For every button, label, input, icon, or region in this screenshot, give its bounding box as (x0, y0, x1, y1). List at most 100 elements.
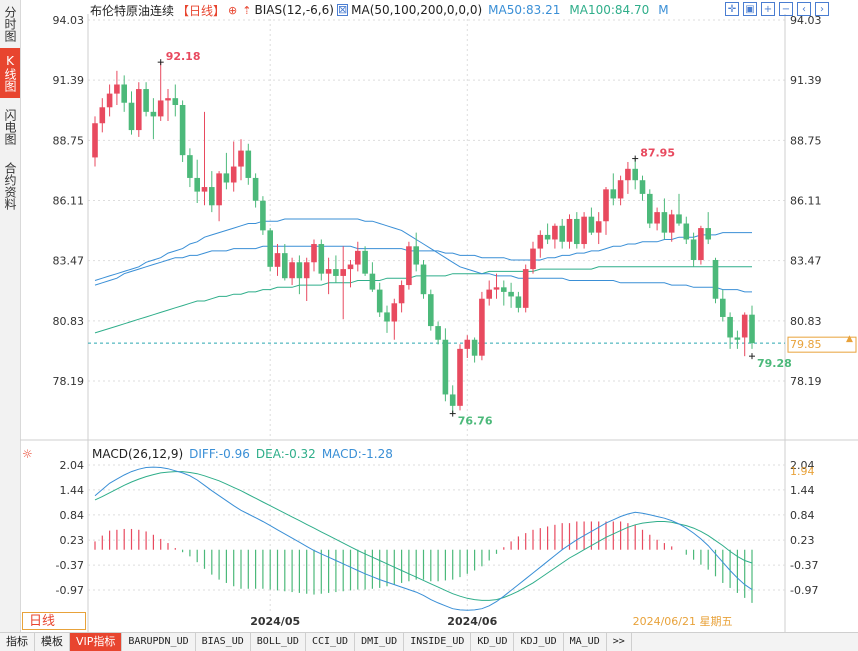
price-marker-icon: ▲ (846, 334, 853, 344)
macd-diff-value: DIFF:-0.96 (189, 447, 250, 461)
candle (406, 246, 412, 286)
instrument-title: 布伦特原油连续 (90, 3, 175, 18)
candle (282, 253, 288, 279)
candle (727, 316, 733, 338)
candle (734, 337, 741, 340)
tab-inside[interactable]: INSIDE_UD (404, 633, 472, 651)
tab-vip-indicator[interactable]: VIP指标 (70, 633, 123, 651)
candle (720, 298, 726, 317)
tab-kline[interactable]: K线图 (0, 48, 20, 98)
indicator-icon[interactable]: ⇡ (242, 3, 252, 17)
candle (114, 84, 120, 94)
candle (194, 177, 200, 192)
pan-left-icon[interactable]: ‹ (797, 2, 811, 16)
candle (610, 189, 617, 199)
macd-macd-value: MACD:-1.28 (321, 447, 393, 461)
pan-right-icon[interactable]: › (815, 2, 829, 16)
tab-dmi[interactable]: DMI_UD (355, 633, 405, 651)
period-selector[interactable]: 日线 (22, 612, 86, 630)
ma-icon[interactable]: ⊠ (336, 3, 349, 16)
bias-label[interactable]: BIAS(12,-6,6) (254, 3, 334, 17)
macd-label[interactable]: MACD(26,12,9) (92, 447, 184, 461)
tab-kd[interactable]: KD_UD (471, 633, 515, 651)
tab-cci[interactable]: CCI_UD (306, 633, 356, 651)
settings-icon[interactable]: ⊕ (228, 3, 238, 17)
candle (501, 287, 507, 292)
zoom-out-icon[interactable]: − (779, 2, 793, 16)
ma-label[interactable]: MA(50,100,200,0,0,0) (351, 3, 483, 17)
tab-boll[interactable]: BOLL_UD (251, 633, 306, 651)
candle (391, 303, 398, 322)
tab-timeshare[interactable]: 分时图 (3, 6, 17, 42)
date-label: 2024/06/21 星期五 (633, 615, 733, 628)
candle (479, 298, 485, 356)
macd-tick-left: 0.84 (60, 509, 85, 522)
price-tick-right: 86.11 (790, 195, 822, 208)
date-label: 2024/05 (250, 615, 300, 628)
tab-indicator[interactable]: 指标 (0, 633, 35, 651)
ma50-value: MA50:83.21 (488, 3, 561, 17)
macd-dea-line (94, 471, 753, 601)
extreme-label: 76.76 (458, 415, 493, 428)
tab-ma[interactable]: MA_UD (564, 633, 607, 651)
crosshair-icon[interactable]: ✛ (725, 2, 739, 16)
period-label: 【日线】 (177, 3, 226, 18)
candle (238, 150, 244, 167)
candle (676, 214, 682, 224)
tab-template[interactable]: 模板 (35, 633, 70, 651)
candle (603, 189, 609, 222)
macd-tick-right: -0.97 (790, 584, 818, 597)
candle (165, 98, 171, 101)
candle (245, 150, 252, 178)
candle (625, 168, 631, 181)
current-price-box (787, 336, 857, 353)
candle (632, 168, 638, 181)
tab-more[interactable]: >> (607, 633, 632, 651)
candle (683, 223, 690, 240)
ma-extra-line (94, 218, 752, 293)
current-price-label: 79.85 (790, 338, 822, 351)
macd-right-marker: 1.94 (790, 465, 815, 478)
candle (333, 269, 339, 276)
macd-header: ☼ MACD(26,12,9) DIFF:-0.96 DEA:-0.32 MAC… (22, 446, 393, 462)
candle (289, 262, 295, 279)
candle (267, 230, 273, 267)
tab-contract-info[interactable]: 合约资料 (3, 162, 17, 210)
price-tick-right: 78.19 (790, 375, 822, 388)
candle (544, 234, 551, 240)
candle (340, 269, 346, 276)
candle (574, 218, 580, 245)
tab-barupdn[interactable]: BARUPDN_UD (122, 633, 196, 651)
candle (384, 312, 390, 322)
candle (216, 173, 222, 206)
candle (522, 269, 529, 308)
zoom-in-icon[interactable]: + (761, 2, 775, 16)
candle (136, 89, 142, 131)
extreme-label: 92.18 (166, 50, 201, 63)
price-tick-left: 80.83 (53, 315, 85, 328)
candle (698, 228, 704, 260)
extreme-label: 87.95 (640, 147, 675, 160)
date-label: 2024/06 (447, 615, 497, 628)
candle (355, 250, 361, 265)
candle (705, 228, 711, 240)
candle (274, 253, 281, 267)
candle (150, 111, 157, 117)
candle (99, 107, 106, 124)
candle (230, 166, 237, 183)
macd-settings-icon[interactable]: ☼ (22, 447, 33, 461)
candle (508, 291, 514, 297)
price-tick-left: 78.19 (53, 375, 85, 388)
candle (486, 289, 492, 299)
candle (296, 262, 303, 279)
tab-bias[interactable]: BIAS_UD (196, 633, 251, 651)
macd-tick-right: 1.44 (790, 484, 815, 497)
candle (493, 287, 500, 290)
tab-flash-chart[interactable]: 闪电图 (3, 109, 17, 145)
fit-icon[interactable]: ▣ (743, 2, 757, 16)
indicator-tab-bar: 指标 模板 VIP指标 BARUPDN_UD BIAS_UD BOLL_UD C… (0, 632, 858, 651)
macd-tick-right: 0.84 (790, 509, 815, 522)
candle (559, 225, 565, 242)
tab-kdj[interactable]: KDJ_UD (514, 633, 564, 651)
candle (179, 105, 186, 156)
